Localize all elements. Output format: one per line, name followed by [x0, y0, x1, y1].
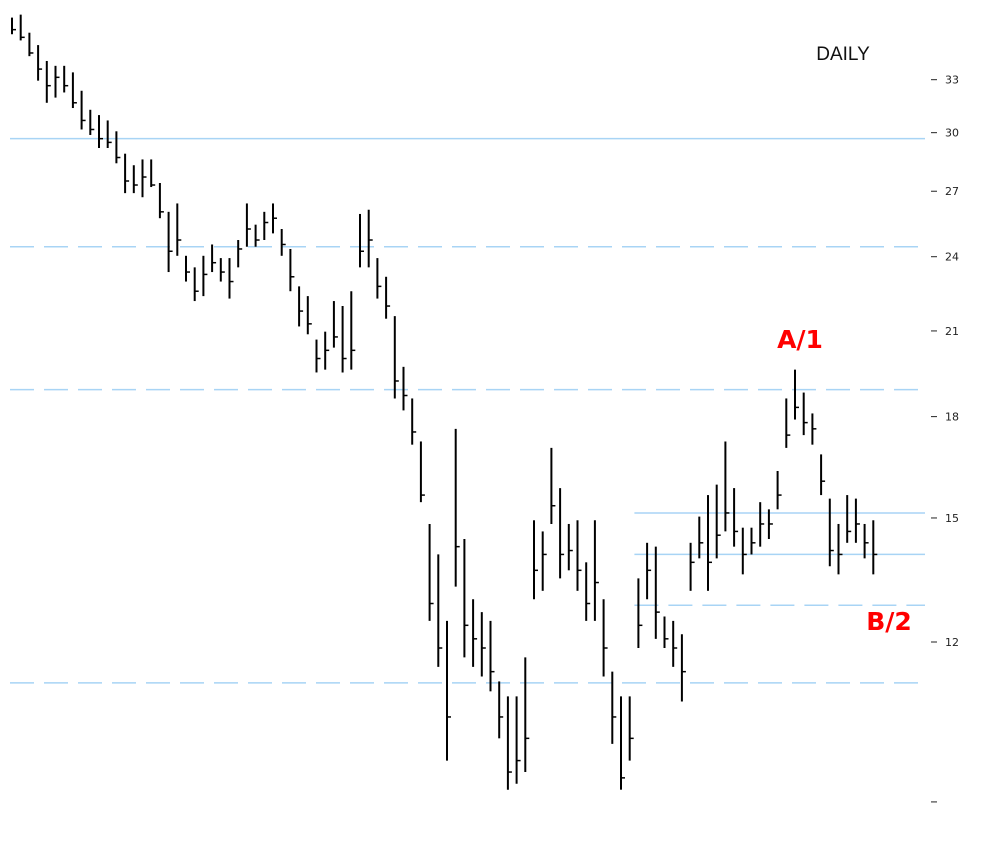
- y-tick-label: 21: [945, 325, 959, 338]
- y-tick-label: 12: [945, 636, 959, 649]
- chart-title: DAILY: [816, 44, 870, 65]
- annotation: B/2: [866, 607, 912, 636]
- y-tick-label: 33: [945, 74, 959, 87]
- y-tick-label: 18: [945, 411, 959, 424]
- annotation: A/1: [777, 325, 823, 354]
- y-tick-label: 24: [945, 251, 959, 264]
- y-tick-label: 15: [945, 512, 959, 525]
- y-tick-label: 30: [945, 127, 959, 140]
- y-tick-label: 27: [945, 185, 959, 198]
